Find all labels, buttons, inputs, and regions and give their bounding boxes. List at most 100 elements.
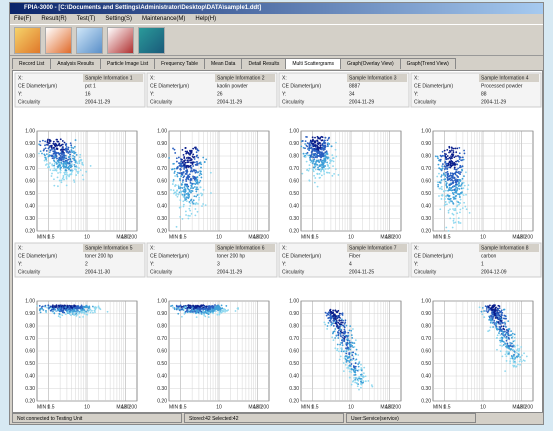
scatter-point xyxy=(452,222,455,224)
scatter-point xyxy=(456,174,458,177)
scatter-point xyxy=(318,172,321,175)
tool-button[interactable] xyxy=(138,27,165,54)
scatter-point xyxy=(60,144,63,146)
scatter-point xyxy=(63,157,66,160)
tab[interactable]: Analysis Results xyxy=(50,58,101,69)
y-tick-label: 0.50 xyxy=(157,361,167,367)
menu-item[interactable]: Result(R) xyxy=(41,16,67,22)
scatter-point xyxy=(522,359,525,362)
scatter-point xyxy=(455,190,458,193)
tool-button[interactable] xyxy=(45,27,72,54)
scatter-point xyxy=(501,345,503,347)
scatter-point xyxy=(179,206,182,208)
scatter-point xyxy=(79,307,82,310)
scatter-point xyxy=(316,185,319,188)
scatter-point xyxy=(335,334,338,337)
tab[interactable]: Particle Image List xyxy=(99,58,156,69)
scatter-point xyxy=(331,174,334,177)
scatter-point xyxy=(464,205,467,208)
scatter-point xyxy=(45,311,48,314)
scatter-point xyxy=(193,161,196,164)
scatter-point xyxy=(439,180,442,183)
scatter-point xyxy=(518,347,521,350)
tab[interactable]: Record List xyxy=(12,58,52,69)
tool-button[interactable] xyxy=(76,27,103,54)
scatter-point xyxy=(221,307,224,310)
x-tick-label: MAX 200 xyxy=(380,234,401,240)
scatter-point xyxy=(181,187,184,189)
scatter-point xyxy=(47,142,50,144)
scatter-point xyxy=(78,316,81,319)
scatter-point xyxy=(180,306,183,308)
scatter-point xyxy=(182,171,185,173)
scatter-point xyxy=(65,161,68,163)
scattergram-area: X: Sample Information 1 CE Diameter(µm) pct… xyxy=(12,70,543,413)
x-tick-label: 1 xyxy=(179,404,182,410)
scatter-point xyxy=(214,304,216,306)
scatter-point xyxy=(506,342,509,345)
y-label: Y: xyxy=(414,261,418,267)
scatter-point xyxy=(316,172,319,175)
scatter-point xyxy=(197,203,199,205)
scatter-point xyxy=(175,160,178,163)
scatter-point xyxy=(455,151,458,154)
scatter-point xyxy=(467,184,470,186)
menu-item[interactable]: Test(T) xyxy=(76,16,96,22)
scatter-point xyxy=(336,349,338,352)
scatter-point xyxy=(314,140,317,143)
scatter-point xyxy=(76,306,79,309)
scatter-point xyxy=(454,172,456,175)
scatter-point xyxy=(452,147,455,150)
tab[interactable]: Detail Results xyxy=(241,58,287,69)
y-tick-label: 0.20 xyxy=(157,228,167,234)
scatter-point xyxy=(195,151,198,154)
tool-button[interactable] xyxy=(107,27,134,54)
tab[interactable]: Graph(Overlay View) xyxy=(340,58,401,69)
scatter-point xyxy=(43,148,46,151)
scatter-point xyxy=(450,183,453,186)
scatter-point xyxy=(61,143,64,146)
tab[interactable]: Multi Scattergrams xyxy=(285,58,342,69)
scatter-point xyxy=(316,140,319,143)
scatter-point xyxy=(40,306,43,308)
scatter-point xyxy=(68,167,71,170)
scatter-point xyxy=(52,159,55,162)
scatter-point xyxy=(496,312,498,315)
scatter-point xyxy=(198,305,201,308)
scatter-point xyxy=(196,182,199,185)
scatter-point xyxy=(454,221,457,224)
scatter-point xyxy=(457,201,460,204)
menu-item[interactable]: File(F) xyxy=(14,16,32,22)
scatter-point xyxy=(494,310,496,312)
scatter-point xyxy=(341,339,343,342)
scatter-point xyxy=(311,142,314,145)
scatter-point xyxy=(55,168,57,171)
menu-item[interactable]: Help(H) xyxy=(195,16,217,22)
tab[interactable]: Frequency Table xyxy=(154,58,205,69)
scatter-point xyxy=(496,328,499,331)
menu-item[interactable]: Setting(S) xyxy=(105,16,133,22)
scatter-point xyxy=(179,162,181,165)
scatter-point xyxy=(448,198,451,201)
scatter-point xyxy=(55,155,58,158)
scatter-point xyxy=(324,154,327,157)
scatter-point xyxy=(502,308,505,311)
tool-button[interactable] xyxy=(14,27,41,54)
scatter-point xyxy=(81,163,84,165)
x-tick-label: 1 xyxy=(443,404,446,410)
y-tick-label: 0.70 xyxy=(289,336,299,342)
scatter-point xyxy=(65,169,68,172)
scatter-point xyxy=(65,177,68,179)
scatter-point xyxy=(491,310,494,313)
tab[interactable]: Graph(Trend View) xyxy=(399,58,456,69)
tab[interactable]: Mean Data xyxy=(204,58,243,69)
scatter-point xyxy=(191,155,194,158)
scatter-point xyxy=(61,314,64,317)
scatter-point xyxy=(312,159,315,162)
scatter-point xyxy=(502,333,504,336)
menu-item[interactable]: Maintenance(M) xyxy=(142,16,186,22)
sample-value: 8887 xyxy=(349,83,360,89)
scatter-point xyxy=(453,209,456,212)
scatter-point xyxy=(209,306,212,309)
scatter-point xyxy=(70,144,73,147)
